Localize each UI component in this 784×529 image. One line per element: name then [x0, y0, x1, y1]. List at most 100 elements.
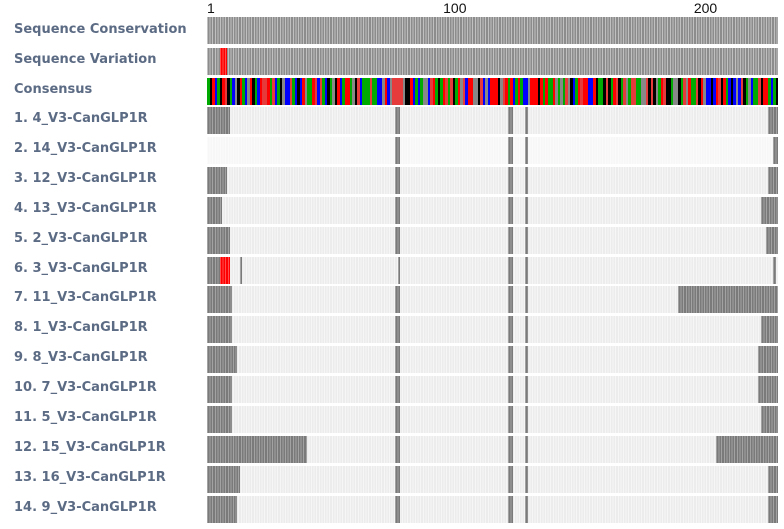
sequence-track[interactable] — [207, 376, 778, 404]
sequence-label[interactable]: 2. 14_V3-CanGLP1R — [14, 140, 157, 156]
consensus-base — [560, 78, 564, 105]
variation-track[interactable] — [207, 48, 778, 75]
consensus-base — [718, 78, 722, 105]
sequence-label[interactable]: 8. 1_V3-CanGLP1R — [14, 320, 148, 336]
consensus-base — [232, 78, 235, 105]
sequence-label[interactable]: 3. 12_V3-CanGLP1R — [14, 170, 157, 186]
consensus-base — [452, 78, 456, 105]
consensus-base — [593, 78, 596, 105]
sequence-label[interactable]: 10. 7_V3-CanGLP1R — [14, 380, 157, 396]
sequence-label[interactable]: 5. 2_V3-CanGLP1R — [14, 230, 148, 246]
aligned-block — [507, 136, 513, 164]
consensus-base — [339, 78, 343, 105]
consensus-base — [212, 78, 215, 105]
consensus-base — [219, 78, 223, 105]
consensus-base — [322, 78, 326, 105]
consensus-track[interactable] — [207, 78, 778, 105]
consensus-base — [725, 78, 729, 105]
consensus-base — [633, 78, 636, 105]
consensus-base — [327, 78, 331, 105]
sequence-track[interactable] — [207, 406, 778, 433]
consensus-base — [405, 78, 408, 105]
consensus-base — [455, 78, 459, 105]
consensus-base — [628, 78, 631, 105]
consensus-base — [660, 78, 664, 105]
sequence-track[interactable] — [207, 346, 778, 374]
aligned-block — [525, 495, 528, 523]
consensus-base — [537, 78, 541, 105]
sequence-track[interactable] — [207, 136, 778, 164]
consensus-base — [257, 78, 261, 105]
consensus-base — [277, 78, 281, 105]
consensus-base — [384, 78, 388, 105]
consensus-base — [575, 78, 579, 105]
aligned-block — [768, 465, 778, 493]
sequence-label[interactable]: 1. 4_V3-CanGLP1R — [14, 111, 148, 126]
consensus-base — [412, 78, 416, 105]
consensus-base — [550, 78, 554, 105]
sequence-track[interactable] — [207, 196, 778, 224]
consensus-base — [723, 78, 727, 105]
sequence-track[interactable] — [207, 316, 778, 344]
consensus-base — [713, 78, 717, 105]
ruler-tick-label: 100 — [443, 0, 467, 16]
consensus-base — [540, 78, 544, 105]
aligned-block — [768, 166, 778, 194]
aligned-block — [507, 346, 513, 374]
consensus-base — [565, 78, 569, 105]
sequence-track[interactable] — [207, 256, 778, 284]
consensus-base — [572, 78, 576, 105]
sequence-label[interactable]: 14. 9_V3-CanGLP1R — [14, 499, 157, 515]
sequence-label[interactable]: 11. 5_V3-CanGLP1R — [14, 410, 157, 425]
consensus-base — [620, 78, 624, 105]
sequence-track[interactable] — [207, 435, 778, 463]
ruler-tick-label: 1 — [207, 0, 215, 16]
consensus-base — [242, 78, 245, 105]
sequence-label[interactable]: 7. 11_V3-CanGLP1R — [14, 290, 157, 306]
consensus-base — [485, 78, 489, 105]
aligned-block — [394, 196, 400, 224]
consensus-base — [445, 78, 449, 105]
consensus-base — [535, 78, 539, 105]
consensus-base — [545, 78, 549, 105]
consensus-base — [410, 78, 413, 105]
consensus-base — [480, 78, 484, 105]
conservation-track[interactable] — [207, 17, 778, 44]
consensus-base — [367, 78, 371, 105]
consensus-base — [585, 78, 589, 105]
sequence-track[interactable] — [207, 286, 778, 314]
sequence-label[interactable]: 12. 15_V3-CanGLP1R — [14, 439, 166, 455]
aligned-block — [760, 406, 778, 433]
aligned-block — [394, 465, 400, 493]
consensus-base — [655, 78, 659, 105]
aligned-block — [758, 346, 778, 374]
sequence-label[interactable]: 4. 13_V3-CanGLP1R — [14, 200, 157, 216]
track-label-variation: Sequence Variation — [14, 52, 157, 67]
aligned-block — [394, 376, 400, 404]
consensus-base — [394, 78, 398, 105]
aligned-block — [525, 136, 528, 164]
sequence-track[interactable] — [207, 107, 778, 134]
consensus-base — [430, 78, 433, 105]
sequence-label[interactable]: 13. 16_V3-CanGLP1R — [14, 469, 166, 485]
sequence-track[interactable] — [207, 166, 778, 194]
consensus-base — [239, 78, 243, 105]
sequence-label[interactable]: 9. 8_V3-CanGLP1R — [14, 350, 148, 366]
consensus-base — [472, 78, 476, 105]
aligned-block — [507, 256, 513, 284]
consensus-base — [567, 78, 571, 105]
consensus-base — [425, 78, 428, 105]
consensus-base — [304, 78, 308, 105]
consensus-base — [552, 78, 556, 105]
aligned-block — [207, 316, 233, 344]
sequence-track[interactable] — [207, 495, 778, 523]
consensus-base — [495, 78, 499, 105]
consensus-base — [284, 78, 288, 105]
aligned-block — [525, 406, 528, 433]
consensus-base — [542, 78, 546, 105]
aligned-block — [525, 256, 528, 284]
consensus-base — [698, 78, 702, 105]
sequence-track[interactable] — [207, 226, 778, 254]
sequence-track[interactable] — [207, 465, 778, 493]
sequence-label[interactable]: 6. 3_V3-CanGLP1R — [14, 260, 148, 276]
